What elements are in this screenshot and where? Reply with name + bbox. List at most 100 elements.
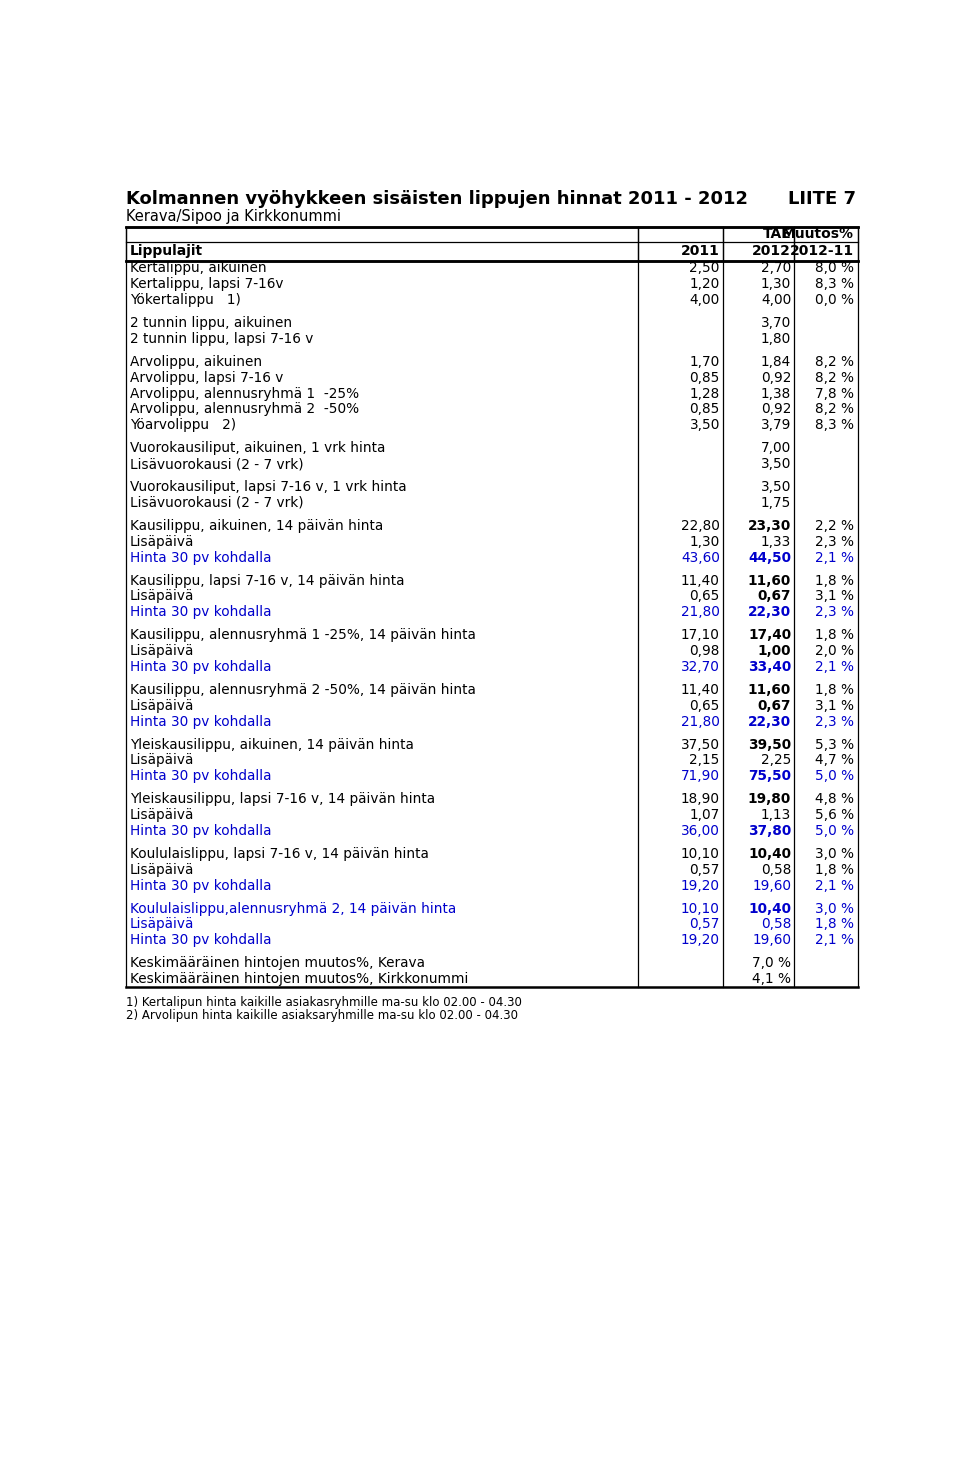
Text: 2,70: 2,70: [761, 261, 791, 276]
Text: Vuorokausiliput, lapsi 7-16 v, 1 vrk hinta: Vuorokausiliput, lapsi 7-16 v, 1 vrk hin…: [130, 480, 407, 495]
Text: Keskimääräinen hintojen muutos%, Kerava: Keskimääräinen hintojen muutos%, Kerava: [130, 956, 425, 970]
Text: 0,57: 0,57: [689, 918, 720, 931]
Text: 4,00: 4,00: [761, 293, 791, 306]
Text: 5,6 %: 5,6 %: [815, 808, 854, 821]
Text: 0,58: 0,58: [760, 918, 791, 931]
Text: 0,92: 0,92: [760, 371, 791, 385]
Text: Hinta 30 pv kohdalla: Hinta 30 pv kohdalla: [130, 934, 272, 947]
Text: Yökertalippu   1): Yökertalippu 1): [130, 293, 241, 306]
Text: Kausilippu, aikuinen, 14 päivän hinta: Kausilippu, aikuinen, 14 päivän hinta: [130, 519, 383, 533]
Text: 5,0 %: 5,0 %: [815, 769, 854, 783]
Text: 39,50: 39,50: [748, 738, 791, 751]
Text: 2,25: 2,25: [760, 753, 791, 767]
Text: 44,50: 44,50: [748, 550, 791, 565]
Text: 8,3 %: 8,3 %: [815, 277, 854, 292]
Text: 7,00: 7,00: [761, 441, 791, 455]
Text: Vuorokausiliput, aikuinen, 1 vrk hinta: Vuorokausiliput, aikuinen, 1 vrk hinta: [130, 441, 386, 455]
Text: Arvolippu, alennusryhmä 2  -50%: Arvolippu, alennusryhmä 2 -50%: [130, 403, 359, 416]
Text: Yöarvolippu   2): Yöarvolippu 2): [130, 419, 236, 432]
Text: 36,00: 36,00: [681, 824, 720, 837]
Text: 7,8 %: 7,8 %: [815, 387, 854, 401]
Text: 4,7 %: 4,7 %: [815, 753, 854, 767]
Text: Lisäpäivä: Lisäpäivä: [130, 535, 195, 549]
Text: 8,2 %: 8,2 %: [815, 403, 854, 416]
Text: 19,20: 19,20: [681, 934, 720, 947]
Text: Lisäpäivä: Lisäpäivä: [130, 643, 195, 658]
Text: 2 tunnin lippu, lapsi 7-16 v: 2 tunnin lippu, lapsi 7-16 v: [130, 331, 314, 346]
Text: Lisäpäivä: Lisäpäivä: [130, 589, 195, 604]
Text: 2,3 %: 2,3 %: [815, 605, 854, 619]
Text: Lisäpäivä: Lisäpäivä: [130, 808, 195, 821]
Text: 10,10: 10,10: [681, 902, 720, 916]
Text: 5,0 %: 5,0 %: [815, 824, 854, 837]
Text: Hinta 30 pv kohdalla: Hinta 30 pv kohdalla: [130, 659, 272, 674]
Text: 2,1 %: 2,1 %: [815, 550, 854, 565]
Text: Arvolippu, aikuinen: Arvolippu, aikuinen: [130, 355, 262, 369]
Text: 0,98: 0,98: [689, 643, 720, 658]
Text: 1,07: 1,07: [689, 808, 720, 821]
Text: 32,70: 32,70: [681, 659, 720, 674]
Text: 10,10: 10,10: [681, 848, 720, 861]
Text: Yleiskausilippu, lapsi 7-16 v, 14 päivän hinta: Yleiskausilippu, lapsi 7-16 v, 14 päivän…: [130, 792, 435, 807]
Text: Kausilippu, alennusryhmä 1 -25%, 14 päivän hinta: Kausilippu, alennusryhmä 1 -25%, 14 päiv…: [130, 629, 476, 642]
Text: 75,50: 75,50: [748, 769, 791, 783]
Text: 2,2 %: 2,2 %: [815, 519, 854, 533]
Text: TAE: TAE: [762, 228, 791, 241]
Text: 10,40: 10,40: [748, 902, 791, 916]
Text: 43,60: 43,60: [681, 550, 720, 565]
Text: Yleiskausilippu, aikuinen, 14 päivän hinta: Yleiskausilippu, aikuinen, 14 päivän hin…: [130, 738, 414, 751]
Text: 2012: 2012: [753, 244, 791, 258]
Text: Kertalippu, lapsi 7-16v: Kertalippu, lapsi 7-16v: [130, 277, 283, 292]
Text: 1,8 %: 1,8 %: [815, 862, 854, 877]
Text: Arvolippu, alennusryhmä 1  -25%: Arvolippu, alennusryhmä 1 -25%: [130, 387, 359, 401]
Text: 4,1 %: 4,1 %: [752, 972, 791, 986]
Text: Kausilippu, alennusryhmä 2 -50%, 14 päivän hinta: Kausilippu, alennusryhmä 2 -50%, 14 päiv…: [130, 683, 476, 697]
Text: Lippulajit: Lippulajit: [130, 244, 204, 258]
Text: Lisäpäivä: Lisäpäivä: [130, 918, 195, 931]
Text: 71,90: 71,90: [681, 769, 720, 783]
Text: 3,0 %: 3,0 %: [815, 902, 854, 916]
Text: Hinta 30 pv kohdalla: Hinta 30 pv kohdalla: [130, 550, 272, 565]
Text: Hinta 30 pv kohdalla: Hinta 30 pv kohdalla: [130, 605, 272, 619]
Text: 0,85: 0,85: [689, 371, 720, 385]
Text: 3,1 %: 3,1 %: [815, 699, 854, 713]
Text: 5,3 %: 5,3 %: [815, 738, 854, 751]
Text: 1,20: 1,20: [689, 277, 720, 292]
Text: 1,28: 1,28: [689, 387, 720, 401]
Text: Hinta 30 pv kohdalla: Hinta 30 pv kohdalla: [130, 715, 272, 728]
Text: 2,1 %: 2,1 %: [815, 934, 854, 947]
Text: 17,10: 17,10: [681, 629, 720, 642]
Text: 33,40: 33,40: [748, 659, 791, 674]
Text: 21,80: 21,80: [681, 605, 720, 619]
Text: 19,20: 19,20: [681, 878, 720, 893]
Text: 1,8 %: 1,8 %: [815, 629, 854, 642]
Text: 2,3 %: 2,3 %: [815, 535, 854, 549]
Text: 0,0 %: 0,0 %: [815, 293, 854, 306]
Text: 2 tunnin lippu, aikuinen: 2 tunnin lippu, aikuinen: [130, 317, 292, 330]
Text: 3,0 %: 3,0 %: [815, 848, 854, 861]
Text: 0,58: 0,58: [760, 862, 791, 877]
Text: 1,33: 1,33: [761, 535, 791, 549]
Text: 0,67: 0,67: [757, 589, 791, 604]
Text: 18,90: 18,90: [681, 792, 720, 807]
Text: Koululaislippu, lapsi 7-16 v, 14 päivän hinta: Koululaislippu, lapsi 7-16 v, 14 päivän …: [130, 848, 429, 861]
Text: 3,79: 3,79: [760, 419, 791, 432]
Text: 1,38: 1,38: [761, 387, 791, 401]
Text: 10,40: 10,40: [748, 848, 791, 861]
Text: 8,2 %: 8,2 %: [815, 355, 854, 369]
Text: 2) Arvolipun hinta kaikille asiaksaryhmille ma-su klo 02.00 - 04.30: 2) Arvolipun hinta kaikille asiaksaryhmi…: [126, 1008, 518, 1021]
Text: 1,75: 1,75: [760, 496, 791, 509]
Text: 1,8 %: 1,8 %: [815, 918, 854, 931]
Text: 0,57: 0,57: [689, 862, 720, 877]
Text: 3,50: 3,50: [689, 419, 720, 432]
Text: 0,67: 0,67: [757, 699, 791, 713]
Text: 2,0 %: 2,0 %: [815, 643, 854, 658]
Text: 2,15: 2,15: [689, 753, 720, 767]
Text: Lisäpäivä: Lisäpäivä: [130, 753, 195, 767]
Text: Hinta 30 pv kohdalla: Hinta 30 pv kohdalla: [130, 769, 272, 783]
Text: 1,30: 1,30: [761, 277, 791, 292]
Text: 0,85: 0,85: [689, 403, 720, 416]
Text: 11,60: 11,60: [748, 683, 791, 697]
Text: 1,00: 1,00: [757, 643, 791, 658]
Text: 37,80: 37,80: [748, 824, 791, 837]
